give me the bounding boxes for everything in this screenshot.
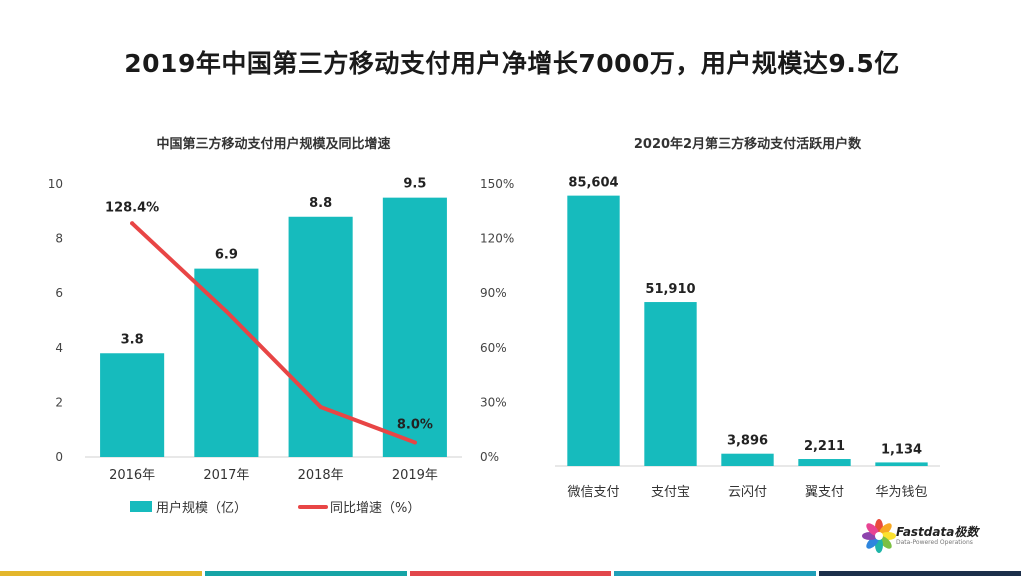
chart1-bar bbox=[382, 197, 447, 457]
chart1-bar bbox=[100, 353, 165, 457]
chart1-bar-label: 3.8 bbox=[121, 332, 144, 347]
chart2-category-label: 云闪付 bbox=[728, 485, 767, 500]
chart2-bar-label: 51,910 bbox=[645, 282, 695, 297]
chart1-bar-label: 8.8 bbox=[309, 196, 332, 211]
chart2-category-label: 翼支付 bbox=[805, 485, 844, 500]
chart1-bar-label: 9.5 bbox=[403, 177, 426, 192]
chart2-bar bbox=[644, 302, 697, 466]
chart2-title: 2020年2月第三方移动支付活跃用户数 bbox=[634, 136, 862, 152]
chart2-bar bbox=[875, 462, 928, 466]
chart1-bar bbox=[194, 268, 259, 457]
chart1-right-tick: 120% bbox=[480, 232, 514, 246]
chart1-line-label: 128.4% bbox=[105, 200, 159, 215]
footer-segment bbox=[409, 571, 612, 576]
page-title: 2019年中国第三方移动支付用户净增长7000万，用户规模达9.5亿 bbox=[124, 49, 900, 78]
brand-name: Fastdata极数 bbox=[896, 525, 979, 539]
footer-segment bbox=[819, 571, 1021, 576]
chart1-right-tick: 150% bbox=[480, 177, 514, 191]
chart1-bar bbox=[288, 216, 353, 457]
chart1-right-tick: 0% bbox=[480, 450, 499, 464]
chart2-bar bbox=[567, 195, 620, 466]
chart1-right-tick: 90% bbox=[480, 286, 507, 300]
chart1-growth-line bbox=[130, 221, 417, 445]
chart2-category-label: 支付宝 bbox=[651, 485, 690, 500]
brand-logo: Fastdata极数 Data-Powered Operations bbox=[862, 517, 1002, 557]
chart1-left-tick: 4 bbox=[55, 341, 63, 355]
chart1-legend-label-line: 同比增速（%） bbox=[330, 501, 420, 516]
logo-center bbox=[875, 532, 883, 540]
logo-petal bbox=[866, 523, 879, 536]
logo-petal bbox=[866, 536, 879, 549]
chart1-category-label: 2019年 bbox=[392, 468, 438, 483]
chart1-left-tick: 2 bbox=[55, 395, 63, 409]
logo-petal bbox=[879, 536, 892, 549]
chart1-legend-swatch-bar bbox=[130, 501, 152, 512]
chart2-bar bbox=[721, 453, 774, 466]
flower-icon bbox=[862, 519, 896, 553]
logo-petal bbox=[879, 523, 892, 536]
chart1-category-label: 2016年 bbox=[109, 468, 155, 483]
chart1-legend-label-bar: 用户规模（亿） bbox=[156, 500, 247, 516]
chart1-left-tick: 10 bbox=[48, 177, 63, 191]
chart1-line-point bbox=[318, 404, 323, 409]
chart1-category-label: 2018年 bbox=[298, 468, 344, 483]
chart1-category-label: 2017年 bbox=[203, 468, 249, 483]
footer-segment bbox=[204, 571, 407, 576]
footer-segment bbox=[614, 571, 817, 576]
chart1-left-tick: 6 bbox=[55, 286, 63, 300]
chart1-line-point bbox=[412, 440, 417, 445]
chart1-left-tick: 8 bbox=[55, 232, 63, 246]
chart1-line-point bbox=[130, 221, 135, 226]
footer-color-bar bbox=[0, 571, 1024, 576]
chart2-bar-label: 85,604 bbox=[568, 176, 618, 191]
chart2-category-label: 微信支付 bbox=[567, 485, 619, 500]
chart2-bar-label: 2,211 bbox=[804, 439, 845, 454]
chart2-bar-label: 1,134 bbox=[881, 442, 922, 457]
brand-tagline: Data-Powered Operations bbox=[896, 539, 973, 546]
chart1-right-tick: 30% bbox=[480, 395, 507, 409]
chart1-bar-label: 6.9 bbox=[215, 248, 238, 263]
chart2-bar-label: 3,896 bbox=[727, 434, 768, 449]
chart2-category-label: 华为钱包 bbox=[875, 485, 927, 500]
chart1-right-tick: 60% bbox=[480, 341, 507, 355]
chart1-title: 中国第三方移动支付用户规模及同比增速 bbox=[156, 136, 390, 152]
chart1-line-label: 8.0% bbox=[397, 417, 433, 432]
footer-segment bbox=[0, 571, 202, 576]
chart1-line-point bbox=[224, 309, 229, 314]
chart1-left-tick: 0 bbox=[55, 450, 63, 464]
chart2-bar bbox=[798, 459, 851, 466]
